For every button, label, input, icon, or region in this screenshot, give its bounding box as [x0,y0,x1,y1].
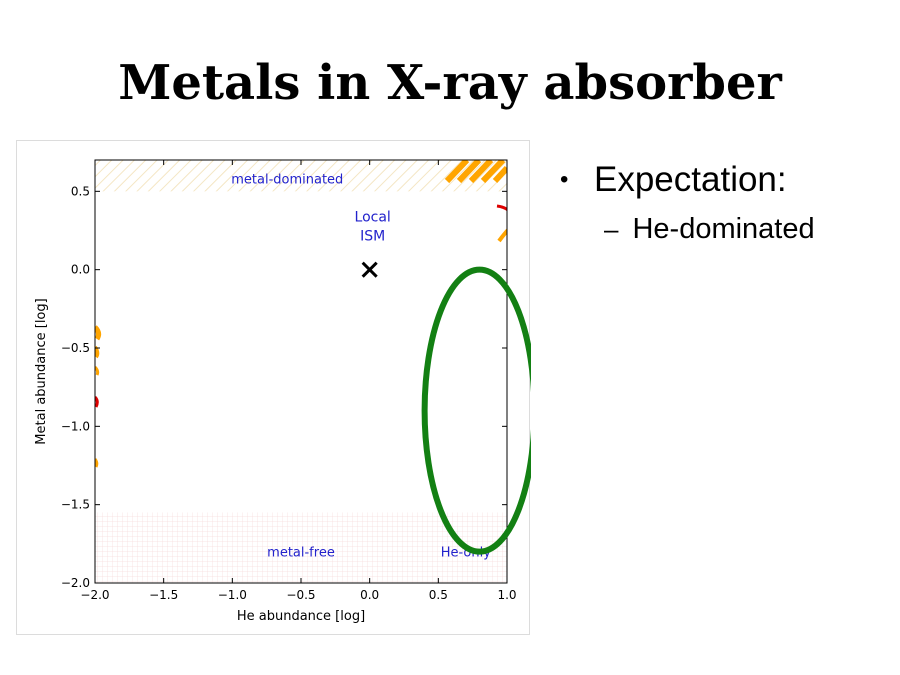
contour-red [496,204,507,212]
bullet-marker: • [560,166,569,193]
bullet-list: • Expectation: – He-dominated [560,158,815,248]
contour-red [95,395,99,408]
sub-bullet-text: He-dominated [632,212,815,245]
contour-stripe [480,160,506,184]
point-label: Local [355,210,391,226]
sub-bullet-item: – He-dominated [604,210,815,248]
chart-svg: −2.0 −1.5 −1.0 −0.5 0.0 0.5 1.0 0.5 0.0 −0.5 −1.0 −… [34,159,531,624]
bullet-text: Expectation: [594,160,787,199]
contour-orange [497,228,507,243]
y-tick-label: −1.0 [61,419,90,433]
contour-stripe [456,160,482,184]
y-tick-label: −0.5 [61,341,90,355]
chart-figure: −2.0 −1.5 −1.0 −0.5 0.0 0.5 1.0 0.5 0.0 −0.5 −1.0 −… [16,140,531,635]
region-label: metal-dominated [231,173,343,188]
highlight-ellipse [421,266,531,555]
contour-orange [95,325,102,341]
x-tick-label: −1.0 [218,588,247,602]
x-axis-label: He abundance [log] [237,609,365,624]
contour-stripe [468,160,494,184]
x-tick-label: 0.0 [360,588,379,602]
point-label: ISM [360,229,385,245]
contour-stripe [444,160,470,184]
plot-area [95,160,507,583]
y-axis-label: Metal abundance [log] [34,298,49,444]
x-tick-label: −0.5 [286,588,315,602]
x-tick-label: 1.0 [497,588,516,602]
x-tick-label: 0.5 [429,588,448,602]
contour-stripe [492,165,507,184]
metal-dominated-region [95,160,507,192]
y-tick-label: 0.0 [71,263,90,277]
x-tick-label: −2.0 [80,588,109,602]
sub-bullet-marker: – [604,213,619,244]
contour-orange [95,365,100,376]
y-tick-label: −2.0 [61,576,90,590]
point-marker [361,261,378,278]
slide-title: Metals in X-ray absorber [118,55,782,111]
bullet-item: • Expectation: [560,158,815,202]
y-tick-label: −1.5 [61,498,90,512]
region-label: metal-free [267,545,335,560]
y-tick-label: 0.5 [71,184,90,198]
metal-free-region [95,512,507,583]
x-tick-label: −1.5 [149,588,178,602]
